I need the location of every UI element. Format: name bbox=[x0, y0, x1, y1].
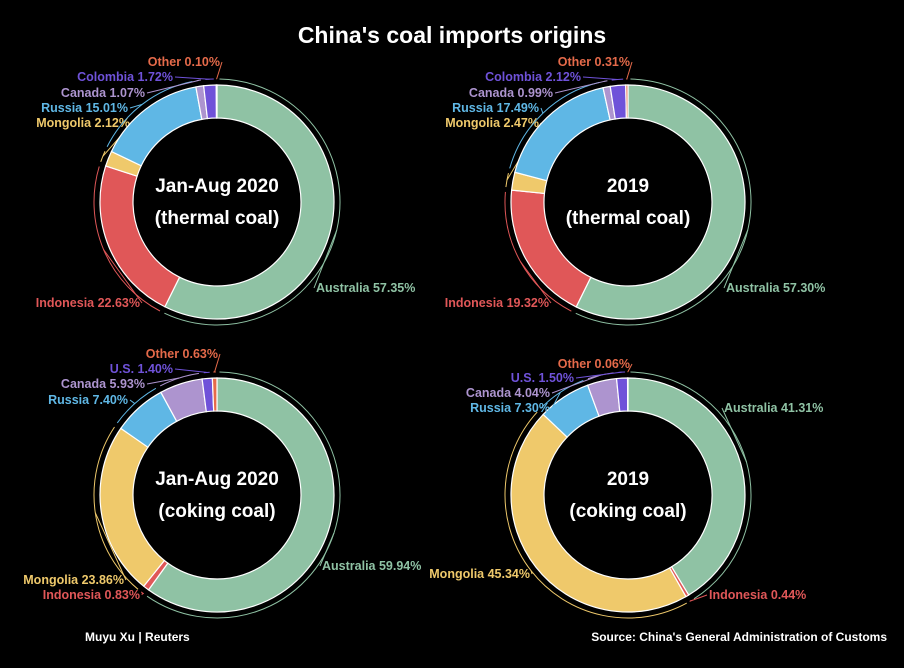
data-label: Canada 5.93% bbox=[61, 377, 145, 391]
leader-bracket bbox=[611, 78, 624, 81]
leader-bracket bbox=[509, 81, 600, 169]
data-label: Russia 17.49% bbox=[452, 101, 539, 115]
slice-australia bbox=[147, 377, 335, 613]
center-label: 2019 bbox=[607, 176, 649, 197]
leader-line bbox=[540, 107, 544, 114]
leader-line bbox=[575, 371, 622, 379]
data-label: Mongolia 45.34% bbox=[429, 567, 530, 581]
data-label: Other 0.10% bbox=[148, 55, 220, 69]
leader-line bbox=[103, 249, 143, 304]
center-label: Jan-Aug 2020 bbox=[155, 176, 279, 197]
data-label: Canada 1.07% bbox=[61, 86, 145, 100]
data-label: U.S. 1.50% bbox=[511, 371, 574, 385]
leader-bracket bbox=[159, 372, 199, 387]
leader-bracket bbox=[140, 591, 145, 595]
donut-chart-3: Australia 59.94% Indonesia 0.83%Mongolia … bbox=[23, 347, 421, 619]
data-label: U.S. 1.40% bbox=[110, 362, 173, 376]
leader-line bbox=[627, 363, 633, 373]
slice-other bbox=[215, 84, 218, 119]
chart-title: China's coal imports origins bbox=[297, 22, 607, 48]
leader-bracket bbox=[205, 78, 214, 81]
data-label: Other 0.63% bbox=[146, 347, 218, 361]
donut-chart-1: Australia 57.35% Indonesia 22.63% Mongolia… bbox=[36, 55, 415, 326]
center-label: Jan-Aug 2020 bbox=[155, 469, 279, 490]
donut-chart-4: Australia 41.31% Indonesia 0.44% Mongolia … bbox=[429, 357, 823, 619]
donut-chart-2: Australia 57.30% Indonesia 19.32% Mongolia… bbox=[445, 55, 825, 326]
leader-bracket bbox=[164, 78, 341, 326]
data-label: Indonesia 19.32% bbox=[445, 296, 549, 310]
leader-line bbox=[690, 594, 708, 602]
leader-line bbox=[319, 532, 335, 567]
data-label: Indonesia 0.44% bbox=[709, 588, 806, 602]
data-label: Australia 59.94% bbox=[322, 559, 421, 573]
leader-line bbox=[554, 80, 606, 94]
data-label: Russia 15.01% bbox=[41, 101, 128, 115]
slice-australia bbox=[627, 377, 746, 596]
leader-bracket bbox=[100, 150, 106, 162]
leader-line bbox=[626, 61, 633, 80]
data-label: Australia 41.31% bbox=[724, 401, 823, 415]
data-label: Australia 57.35% bbox=[316, 281, 415, 295]
leader-line bbox=[174, 76, 210, 80]
source-text: Source: China's General Administration o… bbox=[591, 630, 887, 644]
leader-line bbox=[551, 374, 601, 394]
data-label: Colombia 2.12% bbox=[485, 70, 581, 84]
leader-line bbox=[129, 399, 136, 404]
leader-line bbox=[313, 229, 338, 289]
credit-text: Muyu Xu | Reuters bbox=[85, 630, 190, 644]
data-label: Mongolia 2.47% bbox=[445, 116, 539, 130]
leader-line bbox=[214, 353, 221, 373]
leader-line bbox=[146, 79, 199, 94]
center-label: 2019 bbox=[607, 469, 649, 490]
slice-mongolia bbox=[510, 413, 687, 613]
leader-bracket bbox=[540, 379, 584, 409]
data-label: Mongolia 23.86% bbox=[23, 573, 124, 587]
leader-line bbox=[721, 407, 747, 463]
leader-line bbox=[582, 76, 618, 80]
data-label: Other 0.06% bbox=[558, 357, 630, 371]
slice-other bbox=[625, 84, 629, 119]
leader-line bbox=[146, 377, 180, 385]
slice-mongolia bbox=[99, 427, 166, 588]
slice-australia bbox=[575, 84, 746, 320]
data-label: Mongolia 2.12% bbox=[36, 116, 130, 130]
leader-line bbox=[216, 61, 223, 80]
leader-line bbox=[551, 391, 561, 409]
leader-line bbox=[94, 512, 127, 581]
data-label: Indonesia 0.83% bbox=[43, 588, 140, 602]
data-label: Indonesia 22.63% bbox=[36, 296, 140, 310]
center-label: (coking coal) bbox=[569, 501, 686, 522]
center-label: (thermal coal) bbox=[155, 208, 280, 229]
data-label: Russia 7.30% bbox=[470, 401, 550, 415]
data-label: Australia 57.30% bbox=[726, 281, 825, 295]
leader-line bbox=[174, 368, 207, 373]
slice-australia bbox=[164, 84, 335, 320]
leader-line bbox=[129, 103, 143, 109]
center-label: (coking coal) bbox=[158, 501, 275, 522]
leader-bracket bbox=[504, 191, 572, 312]
data-label: Canada 0.99% bbox=[469, 86, 553, 100]
center-label: (thermal coal) bbox=[566, 208, 691, 229]
slice-other bbox=[211, 377, 218, 412]
data-label: Canada 4.04% bbox=[466, 386, 550, 400]
data-label: Colombia 1.72% bbox=[77, 70, 173, 84]
leader-line bbox=[519, 261, 552, 304]
leader-line bbox=[530, 570, 533, 575]
data-label: Russia 7.40% bbox=[48, 393, 128, 407]
data-label: Other 0.31% bbox=[558, 55, 630, 69]
leader-line bbox=[723, 229, 749, 289]
